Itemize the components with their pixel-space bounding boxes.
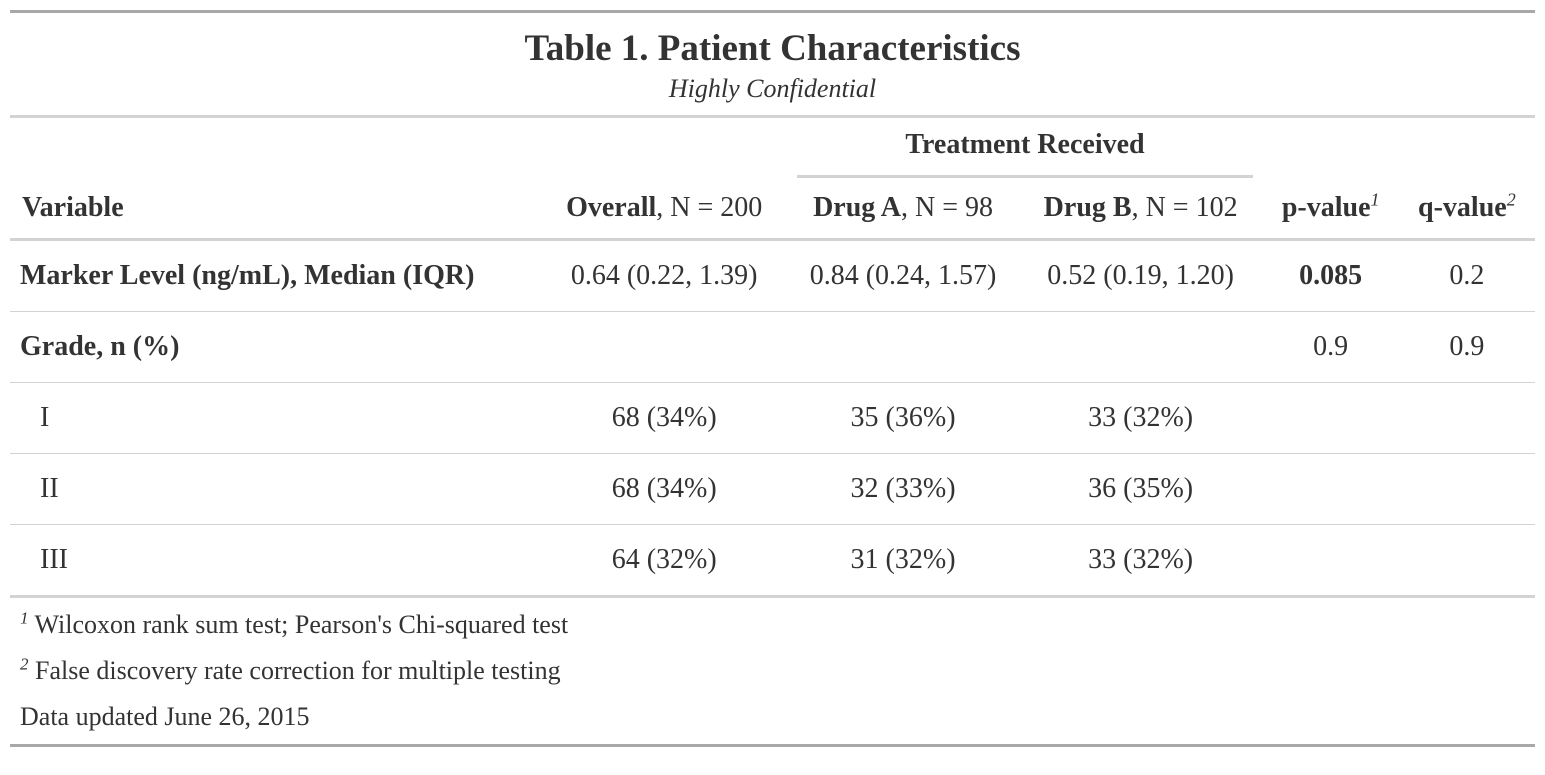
column-header-variable-label: Variable [22, 192, 124, 223]
cell-drug-a: 32 (33%) [787, 453, 1019, 525]
cell-drug-b: 36 (35%) [1018, 453, 1263, 525]
column-header-overall-n: , N = 200 [656, 192, 763, 223]
column-header-drug-a-n: , N = 98 [900, 192, 993, 223]
spanner-treatment-received: Treatment Received [797, 125, 1253, 178]
column-header-drug-b-label: Drug B [1043, 192, 1132, 223]
cell-drug-a [787, 311, 1019, 383]
footnote-row: 1 Wilcoxon rank sum test; Pearson's Chi-… [10, 595, 1535, 656]
cell-drug-a: 35 (36%) [787, 382, 1019, 454]
cell-drug-b: 0.52 (0.19, 1.20) [1047, 260, 1234, 291]
cell-drug-b: 33 (32%) [1018, 382, 1263, 454]
table-row: I 68 (34%) 35 (36%) 33 (32%) [10, 382, 1535, 454]
column-header-row: Variable Overall, N = 200 Drug A, N = 98… [10, 178, 1535, 241]
footnote-1-text: Wilcoxon rank sum test; Pearson's Chi-sq… [34, 610, 569, 639]
column-header-overall-label: Overall [566, 192, 657, 223]
footnote-2-text: False discovery rate correction for mult… [35, 656, 561, 685]
cell-p-value: 0.9 [1262, 311, 1399, 383]
column-header-drug-b-n: , N = 102 [1131, 192, 1238, 223]
spanner-row: Treatment Received [10, 117, 1535, 179]
column-header-q-value-label: q-value [1418, 192, 1507, 223]
spanner-empty-p [1263, 117, 1399, 179]
spanner-empty-left [10, 117, 541, 179]
table-subtitle: Highly Confidential [668, 74, 877, 103]
table-row: II 68 (34%) 32 (33%) 36 (35%) [10, 453, 1535, 525]
footnote-row: 2 False discovery rate correction for mu… [10, 654, 1535, 702]
cell-p-value [1262, 524, 1399, 597]
table-footer: 1 Wilcoxon rank sum test; Pearson's Chi-… [10, 595, 1535, 746]
table-title: Table 1. Patient Characteristics [524, 28, 1021, 69]
row-label: Grade, n (%) [10, 311, 541, 383]
footnote-1: 1 Wilcoxon rank sum test; Pearson's Chi-… [10, 595, 1535, 656]
cell-overall [540, 311, 788, 383]
cell-p-value [1262, 453, 1399, 525]
table-body: Marker Level (ng/mL), Median (IQR) 0.64 … [10, 240, 1535, 597]
p-value-footnote-mark: 1 [1370, 189, 1380, 210]
column-header-variable: Variable [10, 178, 541, 241]
cell-drug-a: 31 (32%) [787, 524, 1019, 597]
table-row: III 64 (32%) 31 (32%) 33 (32%) [10, 524, 1535, 597]
spanner-empty-overall [541, 117, 787, 179]
column-header-q-value: q-value2 [1398, 178, 1535, 241]
table-heading: Table 1. Patient Characteristics Highly … [10, 11, 1535, 118]
patient-characteristics-table: Table 1. Patient Characteristics Highly … [10, 10, 1535, 747]
column-header-drug-b: Drug B, N = 102 [1018, 178, 1263, 241]
row-label: I [10, 382, 541, 454]
cell-overall: 64 (32%) [540, 524, 788, 597]
cell-drug-a: 0.84 (0.24, 1.57) [809, 260, 997, 291]
cell-drug-b [1018, 311, 1263, 383]
cell-q-value: 0.9 [1398, 311, 1535, 383]
cell-p-value: 0.085 [1299, 260, 1363, 291]
source-note: Data updated June 26, 2015 [20, 702, 310, 731]
footnote-2: 2 False discovery rate correction for mu… [10, 654, 1535, 702]
cell-drug-b: 33 (32%) [1018, 524, 1263, 597]
cell-overall: 68 (34%) [540, 453, 788, 525]
column-header-p-value: p-value1 [1262, 178, 1399, 241]
table-row: Marker Level (ng/mL), Median (IQR) 0.64 … [10, 240, 1535, 312]
column-header-overall: Overall, N = 200 [540, 178, 788, 241]
cell-overall: 68 (34%) [540, 382, 788, 454]
table-container: Table 1. Patient Characteristics Highly … [10, 10, 1535, 747]
table-row: Grade, n (%) 0.9 0.9 [10, 311, 1535, 383]
footnote-1-mark: 1 [20, 608, 29, 628]
column-header-drug-a: Drug A, N = 98 [787, 178, 1019, 241]
row-label: III [10, 524, 541, 597]
row-label: Marker Level (ng/mL), Median (IQR) [20, 260, 475, 291]
spanner-empty-q [1399, 117, 1535, 179]
row-label: II [10, 453, 541, 525]
source-note-row: Data updated June 26, 2015 [10, 702, 1535, 746]
cell-q-value [1398, 453, 1535, 525]
column-header-p-value-label: p-value [1281, 192, 1371, 223]
q-value-footnote-mark: 2 [1506, 189, 1516, 210]
heading-cell: Table 1. Patient Characteristics Highly … [10, 11, 1535, 118]
cell-overall: 0.64 (0.22, 1.39) [570, 260, 758, 291]
spanner-cell: Treatment Received [787, 117, 1262, 178]
cell-p-value [1262, 382, 1399, 454]
cell-q-value [1398, 524, 1535, 597]
cell-q-value [1398, 382, 1535, 454]
column-header-drug-a-label: Drug A [813, 192, 901, 223]
footnote-2-mark: 2 [20, 654, 29, 674]
cell-q-value: 0.2 [1449, 260, 1485, 291]
